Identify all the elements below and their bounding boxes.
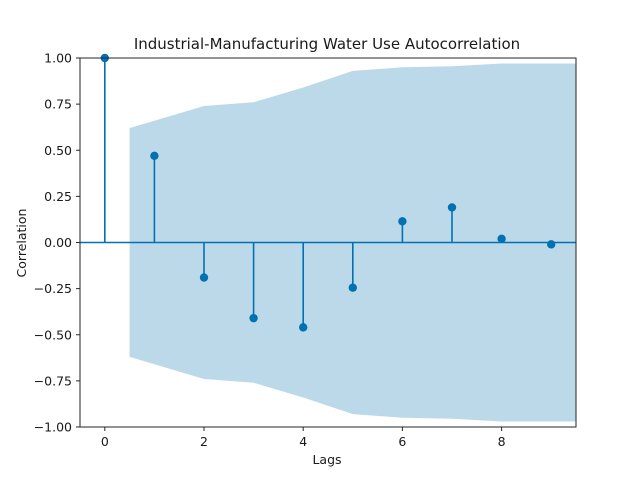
x-tick-label: 0 <box>101 434 109 449</box>
y-axis-label: Correlation <box>14 209 29 278</box>
x-tick-label: 6 <box>398 434 406 449</box>
plot-area <box>79 53 577 428</box>
x-axis-label: Lags <box>312 452 341 467</box>
chart-title: Industrial-Manufacturing Water Use Autoc… <box>134 35 520 53</box>
marker-lag-2 <box>199 273 209 282</box>
y-tick-label: 1.00 <box>44 51 72 66</box>
marker-lag-5 <box>348 283 357 292</box>
marker-lag-8 <box>497 234 506 244</box>
marker-lag-4 <box>299 323 308 332</box>
y-tick-label: 0.00 <box>44 235 72 250</box>
marker-lag-6 <box>398 217 407 226</box>
marker-lag-3 <box>249 313 258 323</box>
y-tick-label: 0.75 <box>44 97 72 112</box>
x-tick-label: 4 <box>299 434 307 449</box>
x-tick-label: 2 <box>200 434 208 449</box>
y-tick-label: −1.00 <box>34 420 72 435</box>
y-tick-label: −0.25 <box>34 281 72 296</box>
y-tick-label: 0.50 <box>44 143 72 158</box>
y-axis-ticks: 1.00 0.75 0.50 0.25 0.00 −0.25 −0.50 −0.75 −1.00 <box>34 51 80 435</box>
x-axis-ticks: 0 2 4 6 8 <box>101 427 506 449</box>
y-tick-label: 0.25 <box>44 189 72 204</box>
marker-lag-7 <box>447 203 457 212</box>
y-tick-label: −0.50 <box>34 327 72 342</box>
y-tick-label: −0.75 <box>34 373 72 388</box>
marker-lag-9 <box>547 240 556 249</box>
marker-lag-1 <box>150 151 159 160</box>
x-tick-label: 8 <box>498 434 506 449</box>
